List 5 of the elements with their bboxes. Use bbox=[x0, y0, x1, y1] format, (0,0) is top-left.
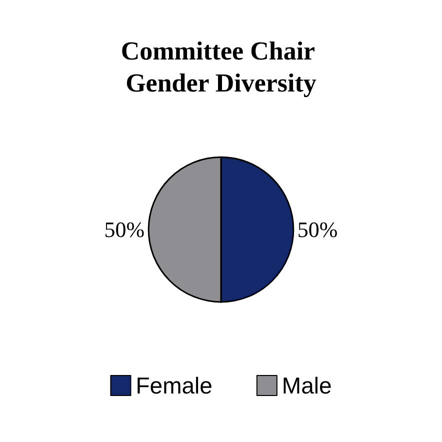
legend-label: Male bbox=[282, 372, 332, 398]
data-label: 50% bbox=[297, 217, 338, 242]
data-label: 50% bbox=[104, 217, 145, 242]
chart-title: Committee Chair Gender Diversity bbox=[120, 36, 322, 98]
legend-label: Female bbox=[136, 372, 212, 398]
